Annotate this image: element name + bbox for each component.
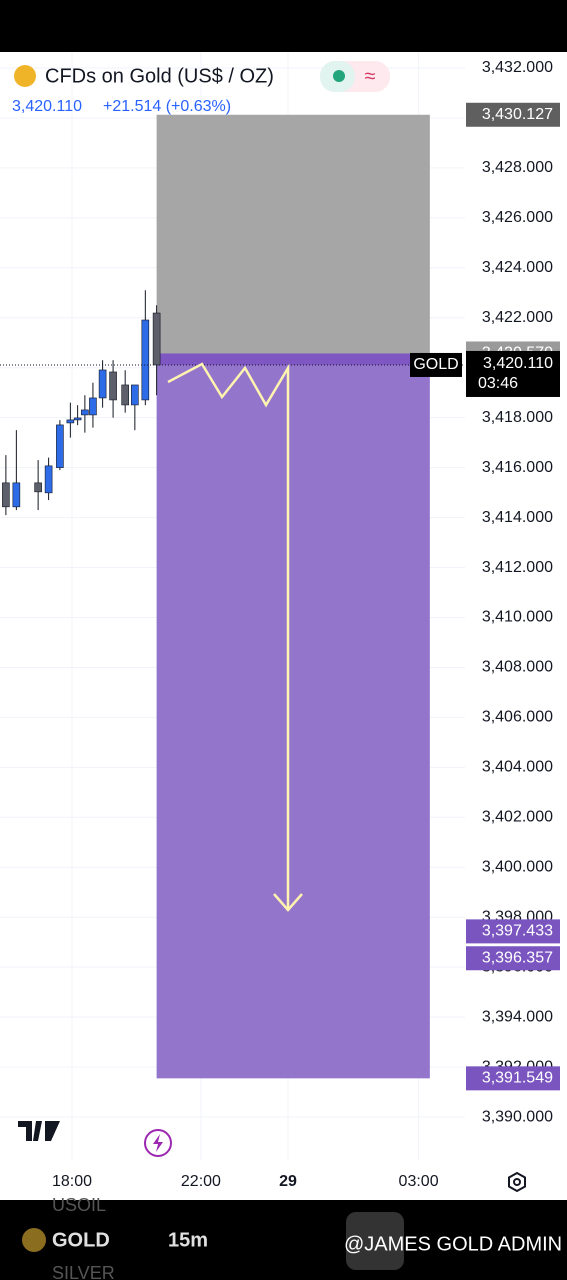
bolt <box>153 1134 163 1152</box>
candle-body <box>66 419 75 424</box>
y-tick-label: 3,416.000 <box>482 459 553 476</box>
candle-body <box>141 319 150 401</box>
y-tick-label: 3,400.000 <box>482 858 553 875</box>
price-tag-label: 3,430.127 <box>482 106 553 123</box>
candle-body <box>81 409 89 416</box>
y-tick-label: 3,394.000 <box>482 1008 553 1025</box>
y-tick-label: 3,410.000 <box>482 609 553 626</box>
y-tick-label: 3,418.000 <box>482 409 553 426</box>
candle-body <box>89 397 97 416</box>
candle-body <box>2 482 10 508</box>
price-tag-label: 3,391.549 <box>482 1070 553 1087</box>
candle-body <box>44 465 53 494</box>
logo <box>18 1121 60 1141</box>
change: +21.514 (+0.63%) <box>103 98 231 115</box>
watermark: @JAMES GOLD ADMIN <box>344 1233 562 1255</box>
gold-icon <box>22 1228 46 1252</box>
candle-body <box>73 417 82 421</box>
candle-body <box>152 312 161 366</box>
y-tick-label: 3,428.000 <box>482 159 553 176</box>
y-tick-label: 3,422.000 <box>482 309 553 326</box>
countdown: 03:46 <box>478 375 518 392</box>
toolbar-item[interactable]: SILVER <box>52 1263 115 1280</box>
y-tick-label: 3,426.000 <box>482 209 553 226</box>
y-tick-label: 3,406.000 <box>482 709 553 726</box>
y-tick-label: 3,424.000 <box>482 259 553 276</box>
x-tick-label: 29 <box>279 1173 297 1190</box>
replay-icon[interactable] <box>144 1129 172 1157</box>
x-tick-label: 18:00 <box>52 1173 92 1190</box>
candle-body <box>98 369 107 399</box>
plot <box>0 52 465 1160</box>
last-price-label: 3,420.110 <box>483 355 553 372</box>
settings-icon[interactable] <box>508 1171 526 1193</box>
x-tick-label: 22:00 <box>181 1173 221 1190</box>
indicator-button[interactable] <box>346 1212 404 1270</box>
drawing-arrowhead <box>273 893 303 912</box>
symbol-tag-label: GOLD <box>413 356 458 373</box>
y-tick-label: 3,404.000 <box>482 759 553 776</box>
toolbar-item[interactable]: USOIL <box>52 1195 106 1215</box>
title: CFDs on Gold (US$ / OZ) <box>45 65 274 87</box>
price-tag-label: 3,396.357 <box>482 949 553 966</box>
x-tick-label: 03:00 <box>399 1173 439 1190</box>
symbol-tag <box>410 352 462 377</box>
last-price-tag <box>466 350 560 397</box>
candle-body <box>121 384 129 406</box>
candle-body <box>131 384 139 406</box>
entry-band <box>156 353 430 365</box>
price-tag <box>466 1066 560 1091</box>
bottom-bar <box>0 1202 567 1280</box>
y-tick-label: 3,402.000 <box>482 809 553 826</box>
settings-dot <box>513 1178 521 1186</box>
candle-body <box>12 482 21 508</box>
y-tick-label: 3,432.000 <box>482 59 553 76</box>
price-tag-label: 3,397.433 <box>482 923 553 940</box>
candle-body <box>34 482 42 493</box>
wave-icon: ≈ <box>365 65 376 87</box>
drawing <box>167 362 290 908</box>
candle-body <box>56 424 64 468</box>
price-tag <box>466 102 560 127</box>
price-tag <box>466 919 560 944</box>
price: 3,420.110 <box>12 98 82 115</box>
interval[interactable]: 15m <box>168 1229 208 1251</box>
toolbar-item[interactable]: GOLD <box>52 1229 110 1251</box>
y-tick-label: 3,412.000 <box>482 559 553 576</box>
market-open-dot <box>333 70 345 82</box>
stop-zone <box>156 114 430 354</box>
price-tag <box>466 946 560 971</box>
y-tick-label: 3,390.000 <box>482 1108 553 1125</box>
overlay: 3,390.0003,392.0003,394.0003,396.0003,39… <box>52 59 560 1190</box>
symbol-icon <box>14 65 36 87</box>
y-tick-label: 3,414.000 <box>482 509 553 526</box>
candle-body <box>109 371 117 401</box>
y-tick-label: 3,408.000 <box>482 659 553 676</box>
target-zone <box>156 353 430 1079</box>
